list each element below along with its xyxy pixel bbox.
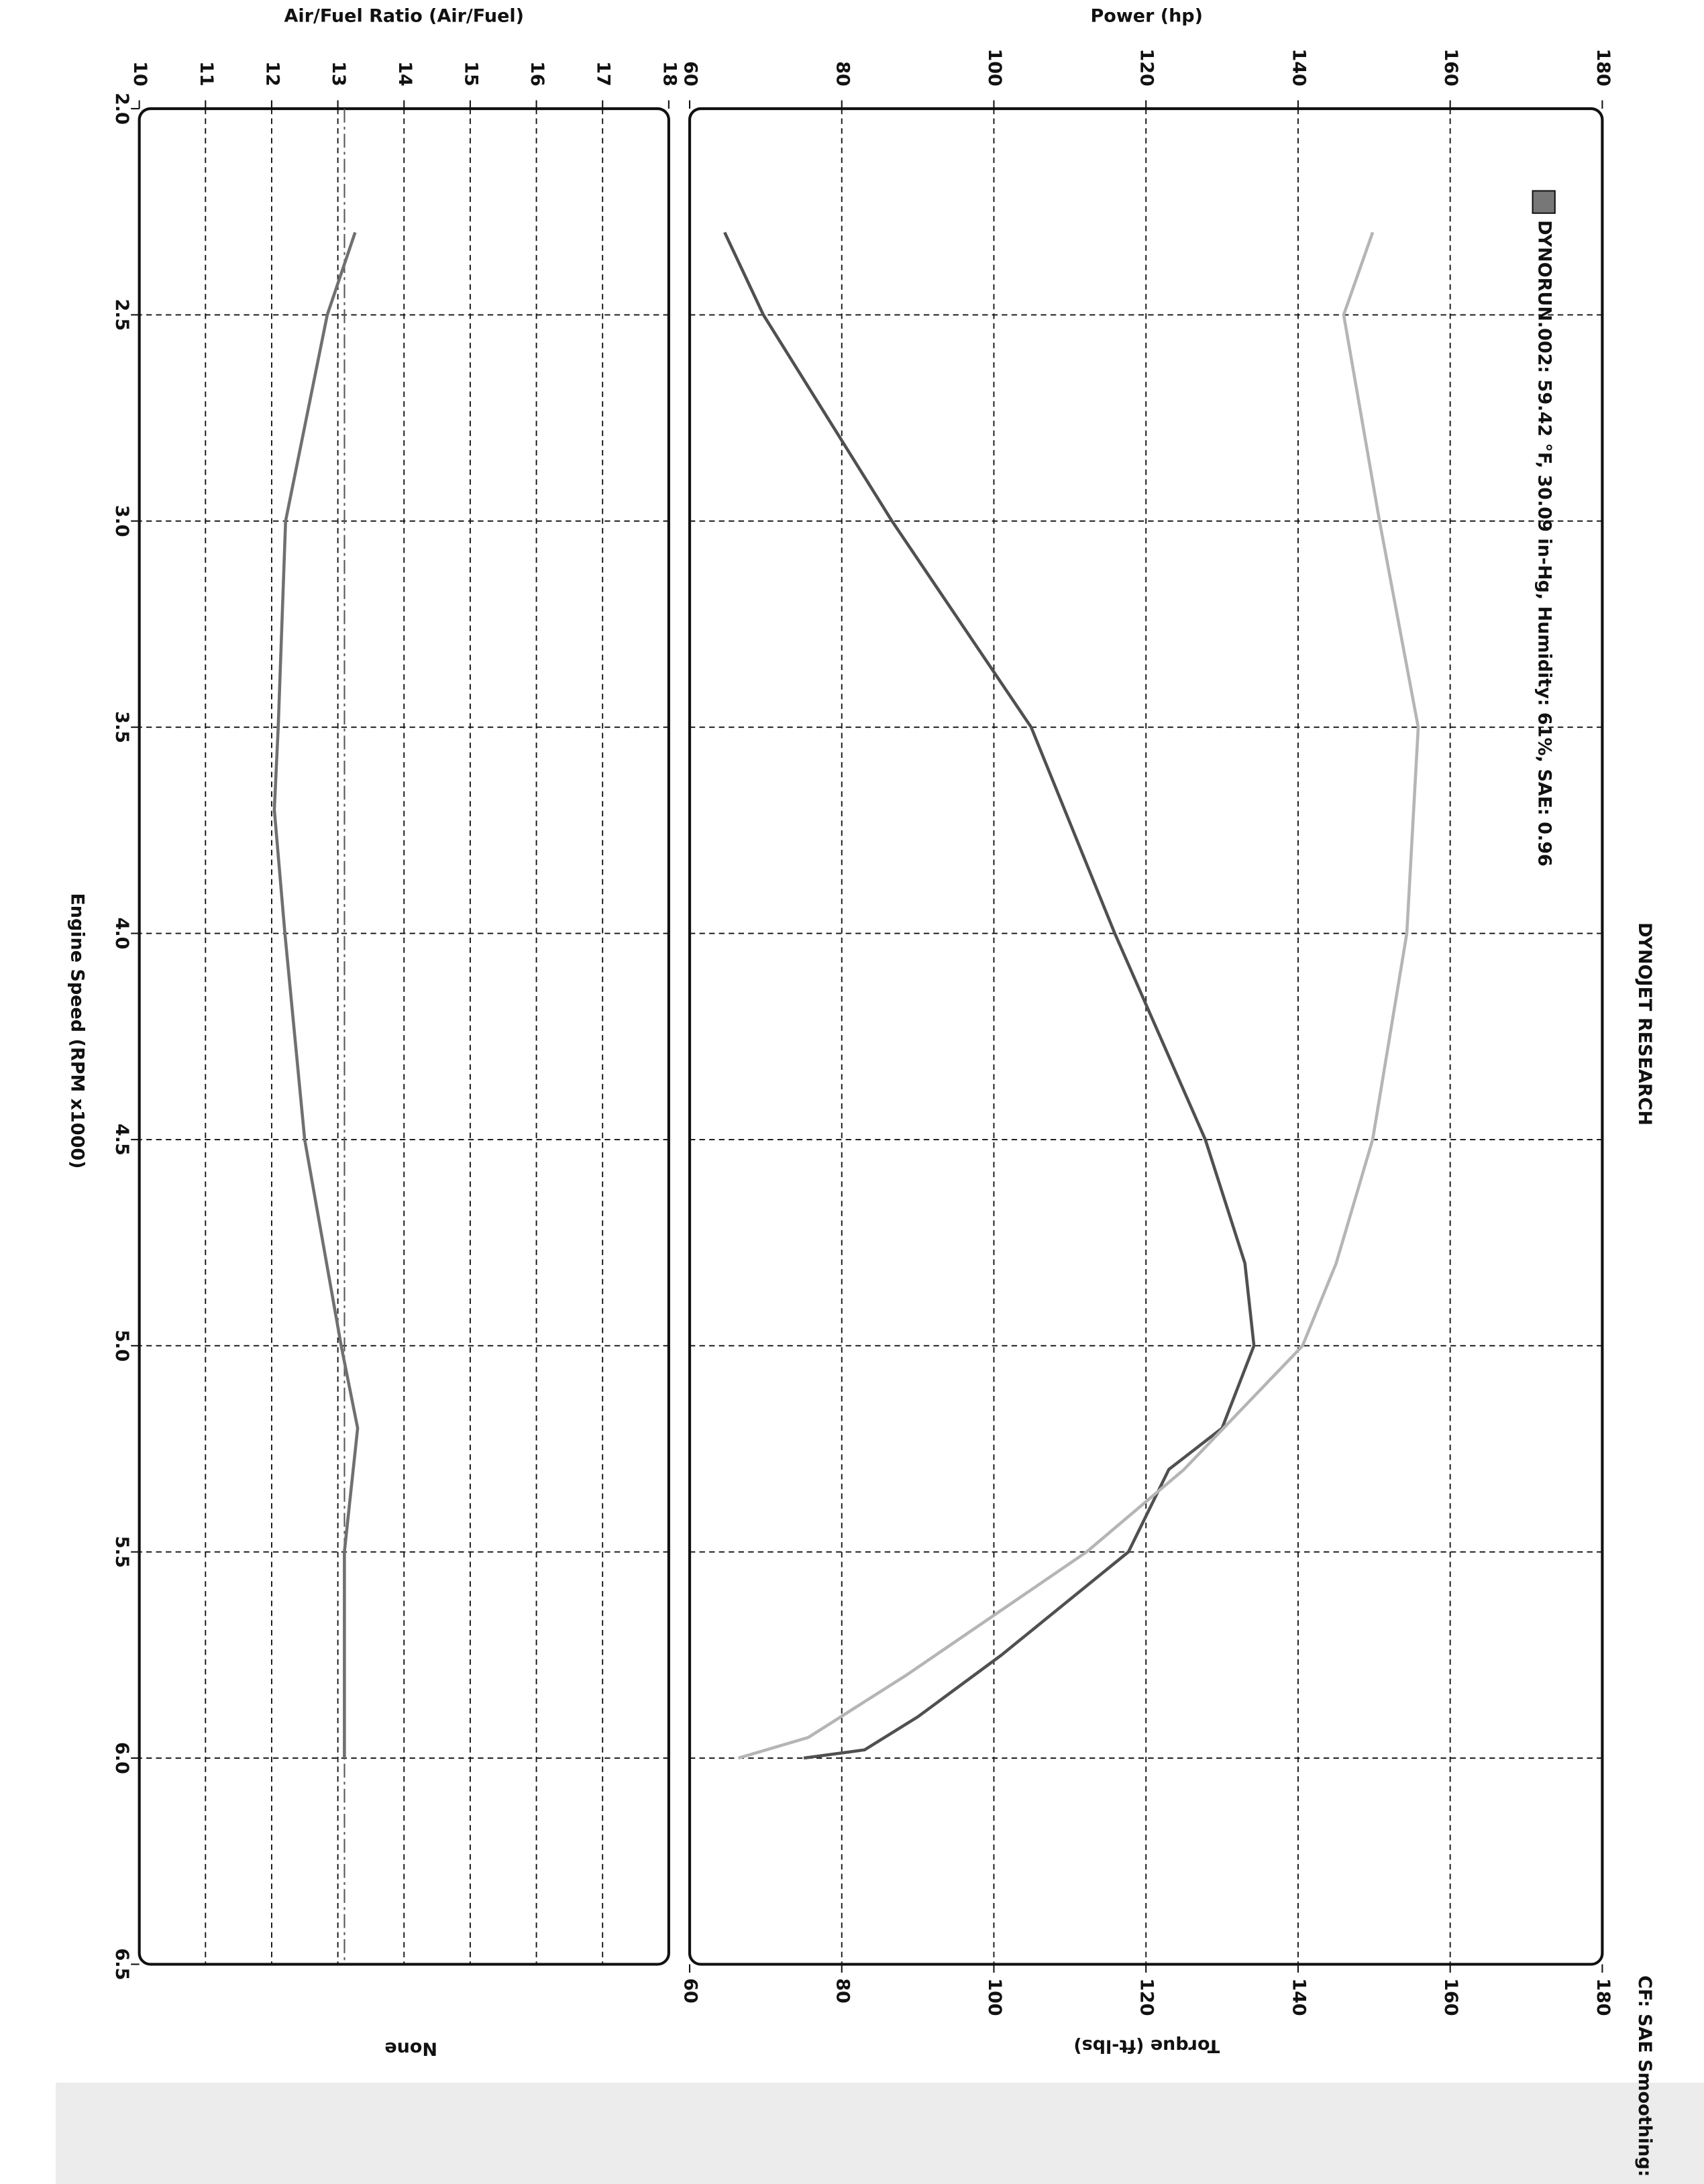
y-tick-label: 100 [984,48,1005,86]
y2-tick-label: 180 [1593,1978,1613,2016]
x-tick-label: 6.0 [111,1742,132,1774]
x-tick-label: 6.5 [111,1949,132,1981]
data-line [723,231,1256,1760]
x-tick-label: 4.5 [111,1124,132,1156]
x-tick-label: 5.5 [111,1536,132,1568]
x-tick-label: 2.0 [111,93,132,125]
legend-text: DYNORUN.002: 59.42 °F, 30.09 in-Hg, Humi… [1534,220,1555,867]
y-tick-label: 160 [1440,48,1461,86]
x-tick-label: 5.0 [111,1329,132,1362]
y-tick-label: 14 [394,61,415,87]
legend-swatch [1532,190,1556,214]
chart-title: DYNOJET RESEARCH [1634,922,1655,1126]
y-tick-label: 140 [1288,48,1309,86]
chart-subtitle: CF: SAE Smoothing: 5 [1634,1975,1655,2184]
y-tick-label: 13 [328,61,349,87]
y2-axis-label: None [384,2038,437,2059]
scan-band [56,2082,1704,2184]
y-tick-label: 16 [527,61,547,87]
y-tick-label: 60 [680,61,701,87]
y-tick-label: 10 [129,61,150,87]
y-tick-label: 80 [832,61,853,87]
y2-tick-label: 140 [1288,1978,1309,2016]
y2-tick-label: 60 [680,1978,701,2004]
y-tick-label: 17 [593,61,614,87]
y-tick-label: 18 [659,61,680,87]
y-tick-label: 15 [460,61,481,87]
y2-tick-label: 120 [1136,1978,1157,2016]
data-line [737,231,1420,1760]
y2-tick-label: 160 [1440,1978,1461,2016]
x-tick-label: 4.0 [111,918,132,950]
y2-tick-label: 80 [832,1978,853,2004]
rotated-chart: DYNOJET RESEARCH CF: SAE Smoothing: 5 DY… [56,5,1704,2184]
y-axis-label: Power (hp) [1091,5,1203,26]
x-tick-label: 3.0 [111,505,132,537]
y-axis-label: Air/Fuel Ratio (Air/Fuel) [284,5,524,26]
y2-axis-label: Torque (ft-lbs) [1073,2035,1220,2056]
x-tick-label: 2.5 [111,298,132,331]
y2-tick-label: 100 [984,1978,1005,2016]
data-line [272,231,360,1759]
y-tick-label: 180 [1593,48,1613,86]
y-tick-label: 12 [262,61,282,87]
y-tick-label: 11 [196,61,217,87]
y-tick-label: 120 [1136,48,1157,86]
x-tick-label: 3.5 [111,711,132,743]
x-axis-label: Engine Speed (RPM x1000) [67,893,88,1168]
